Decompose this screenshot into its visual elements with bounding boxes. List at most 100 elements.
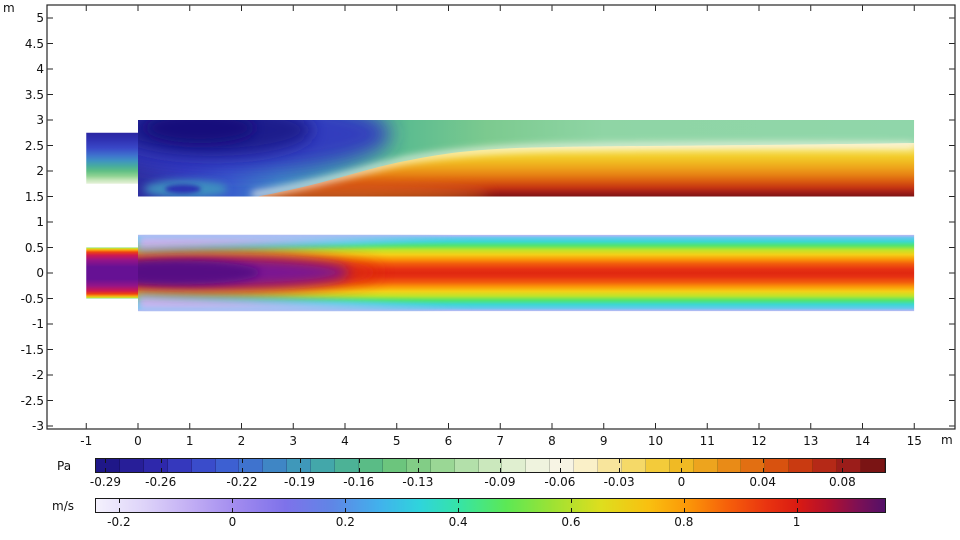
colorbar-tick-label: -0.29 [89,475,121,489]
colorbar-tick-label: 0.2 [335,515,355,529]
y-tick-label: 4.5 [24,36,44,51]
y-tick-label: 3.5 [24,87,44,102]
x-tick-label: 7 [496,434,505,448]
colorbar-segment [167,459,192,472]
colorbar-segment [645,459,670,472]
y-tick-label: 0 [36,266,44,280]
velocity-colorbar-unit: m/s [52,499,74,513]
colorbar-segment [478,459,503,472]
colorbar-tick-mark [358,468,360,472]
colorbar-tick-mark [762,468,764,472]
colorbar-segment [143,459,168,472]
colorbar-tick-mark [683,499,685,503]
y-axis-unit-label: m [3,1,15,15]
colorbar-tick-mark [499,459,501,463]
colorbar-tick-mark [559,468,561,472]
colorbar-segment [526,459,551,472]
pressure-colorbar-unit: Pa [57,459,72,473]
x-tick-label: 9 [599,434,608,448]
colorbar-tick-label: -0.26 [145,475,177,489]
colorbar-segment [741,459,766,472]
colorbar-segment [717,459,742,472]
y-tick-label: -1 [32,317,44,331]
colorbar-tick-label: 0.04 [749,475,777,489]
colorbar-segment [502,459,527,472]
colorbar-segment [119,459,144,472]
x-tick-label: 4 [341,434,349,448]
colorbar-gradient [96,499,885,512]
colorbar-tick-label: -0.09 [484,475,516,489]
plot-frame [46,4,956,430]
x-axis-unit-label: m [941,433,953,447]
x-tick-label: -1 [80,434,93,448]
velocity-inlet-region [86,247,138,299]
colorbar-segment [598,459,622,472]
colorbar-segment [789,459,814,472]
colorbar-tick-mark [105,468,107,472]
axis-ticks [47,5,955,429]
colorbar-tick-label: 0 [677,475,686,489]
colorbar-segment [191,459,216,472]
velocity-surface-plot [86,234,915,312]
colorbar-segment [574,459,599,472]
colorbar-tick-mark [160,459,162,463]
colorbar-segment [287,459,312,472]
colorbar-segment [430,459,455,472]
colorbar-tick-mark [842,468,844,472]
colorbar-tick-label: -0.22 [226,475,258,489]
velocity-colorbar [95,498,886,513]
plot-area [46,4,956,430]
colorbar-segment [813,459,838,472]
colorbar-tick-label: 0 [228,515,237,529]
y-tick-label: -2 [32,368,44,382]
colorbar-tick-mark [681,459,683,463]
colorbar-segment [239,459,264,472]
colorbar-tick-mark [570,508,572,512]
colorbar-segment [693,459,718,472]
colorbar-segment [861,459,885,472]
colorbar-tick-label: -0.19 [284,475,316,489]
colorbar-segment [382,459,407,472]
colorbar-tick-mark [118,499,120,503]
colorbar-tick-label: 0.08 [829,475,856,489]
colorbar-tick-label: -0.13 [402,475,434,489]
colorbar-segment [96,459,120,472]
colorbar-tick-mark [683,508,685,512]
x-tick-label: 0 [134,434,142,448]
colorbar-segment [311,459,336,472]
x-tick-label: 14 [854,434,871,448]
colorbar-tick-mark [762,459,764,463]
colorbar-segment [263,459,288,472]
colorbar-tick-mark [570,499,572,503]
y-tick-label: 2.5 [24,138,44,153]
colorbar-segment [454,459,479,472]
colorbar-tick-label: 0.4 [448,515,468,529]
colorbar-tick-mark [842,459,844,463]
y-tick-label: -1.5 [20,342,44,357]
pressure-colorbar [95,458,886,473]
pressure-inlet-region [86,132,138,184]
colorbar-segment [215,459,240,472]
colorbar-tick-label: 0.8 [674,515,694,529]
colorbar-tick-label: -0.03 [603,475,635,489]
colorbar-segment [669,459,694,472]
y-tick-label: 1.5 [24,189,44,204]
colorbar-segment [765,459,790,472]
colorbar-tick-mark [458,499,460,503]
y-tick-label: -2.5 [20,393,44,408]
colorbar-tick-mark [619,459,621,463]
x-tick-label: 11 [699,434,715,448]
colorbar-tick-mark [681,468,683,472]
x-tick-label: 15 [906,434,922,448]
colorbar-tick-mark [299,468,301,472]
colorbar-tick-mark [417,459,419,463]
x-tick-label: 6 [444,434,453,448]
colorbar-segment [335,459,359,472]
colorbar-tick-label: -0.16 [343,475,375,489]
x-tick-label: 12 [751,434,767,448]
colorbar-tick-mark [118,508,120,512]
colorbar-segment [621,459,646,472]
colorbar-tick-mark [232,508,234,512]
colorbar-tick-mark [499,468,501,472]
